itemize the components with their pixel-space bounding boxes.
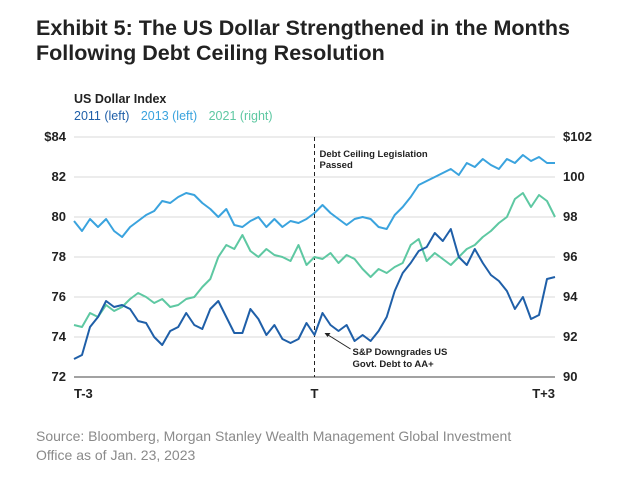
annotation-arrow xyxy=(326,333,351,350)
y-left-tick-label: 82 xyxy=(52,169,66,184)
y-right-tick-label: 90 xyxy=(563,369,577,384)
x-tick-label: T+3 xyxy=(532,386,555,401)
legend-entry-2021: 2021 (right) xyxy=(208,109,273,123)
y-right-tick-label: 94 xyxy=(563,289,578,304)
annotation-sp-downgrade-line: S&P Downgrades US xyxy=(353,347,448,358)
source-line-1: Source: Bloomberg, Morgan Stanley Wealth… xyxy=(36,428,512,444)
y-left-tick-label: 74 xyxy=(52,329,67,344)
annotation-debt-ceiling-line: Passed xyxy=(320,160,353,171)
y-right-tick-label: $102 xyxy=(563,129,592,144)
annotation-arrowhead xyxy=(324,333,331,337)
chart-plot: $84 $102 82 100 80 98 78 96 76 94 74 92 72 90 T-3 T T+3 D… xyxy=(44,129,592,401)
chart-title-line-2: Following Debt Ceiling Resolution xyxy=(36,41,385,65)
source-note: Source: Bloomberg, Morgan Stanley Wealth… xyxy=(36,427,616,465)
series-line-2021 xyxy=(73,192,556,328)
y-left-tick-label: 76 xyxy=(52,289,66,304)
legend: 2011 (left) 2013 (left) 2021 (right) xyxy=(74,109,281,123)
y-right-tick-label: 100 xyxy=(563,169,585,184)
y-left-tick-label: 78 xyxy=(52,249,66,264)
annotation-debt-ceiling-line: Debt Ceiling Legislation xyxy=(320,149,428,160)
legend-title: US Dollar Index xyxy=(74,92,167,106)
series-line-2011 xyxy=(73,228,556,360)
source-line-2: Office as of Jan. 23, 2023 xyxy=(36,447,196,463)
chart-title-line-1: Exhibit 5: The US Dollar Strengthened in… xyxy=(36,16,570,40)
chart-title: Exhibit 5: The US Dollar Strengthened in… xyxy=(36,16,616,66)
legend-entry-2011: 2011 (left) xyxy=(74,109,130,123)
annotation-sp-downgrade-line: Govt. Debt to AA+ xyxy=(353,359,435,370)
x-tick-label: T-3 xyxy=(74,386,93,401)
y-right-tick-label: 96 xyxy=(563,249,577,264)
series-line-2013 xyxy=(73,154,555,238)
y-left-tick-label: 80 xyxy=(52,209,66,224)
y-right-tick-label: 92 xyxy=(563,329,577,344)
x-tick-label: T xyxy=(311,386,319,401)
y-right-tick-label: 98 xyxy=(563,209,577,224)
y-left-tick-label: $84 xyxy=(44,129,66,144)
y-left-tick-label: 72 xyxy=(52,369,66,384)
legend-entry-2013: 2013 (left) xyxy=(140,109,198,123)
